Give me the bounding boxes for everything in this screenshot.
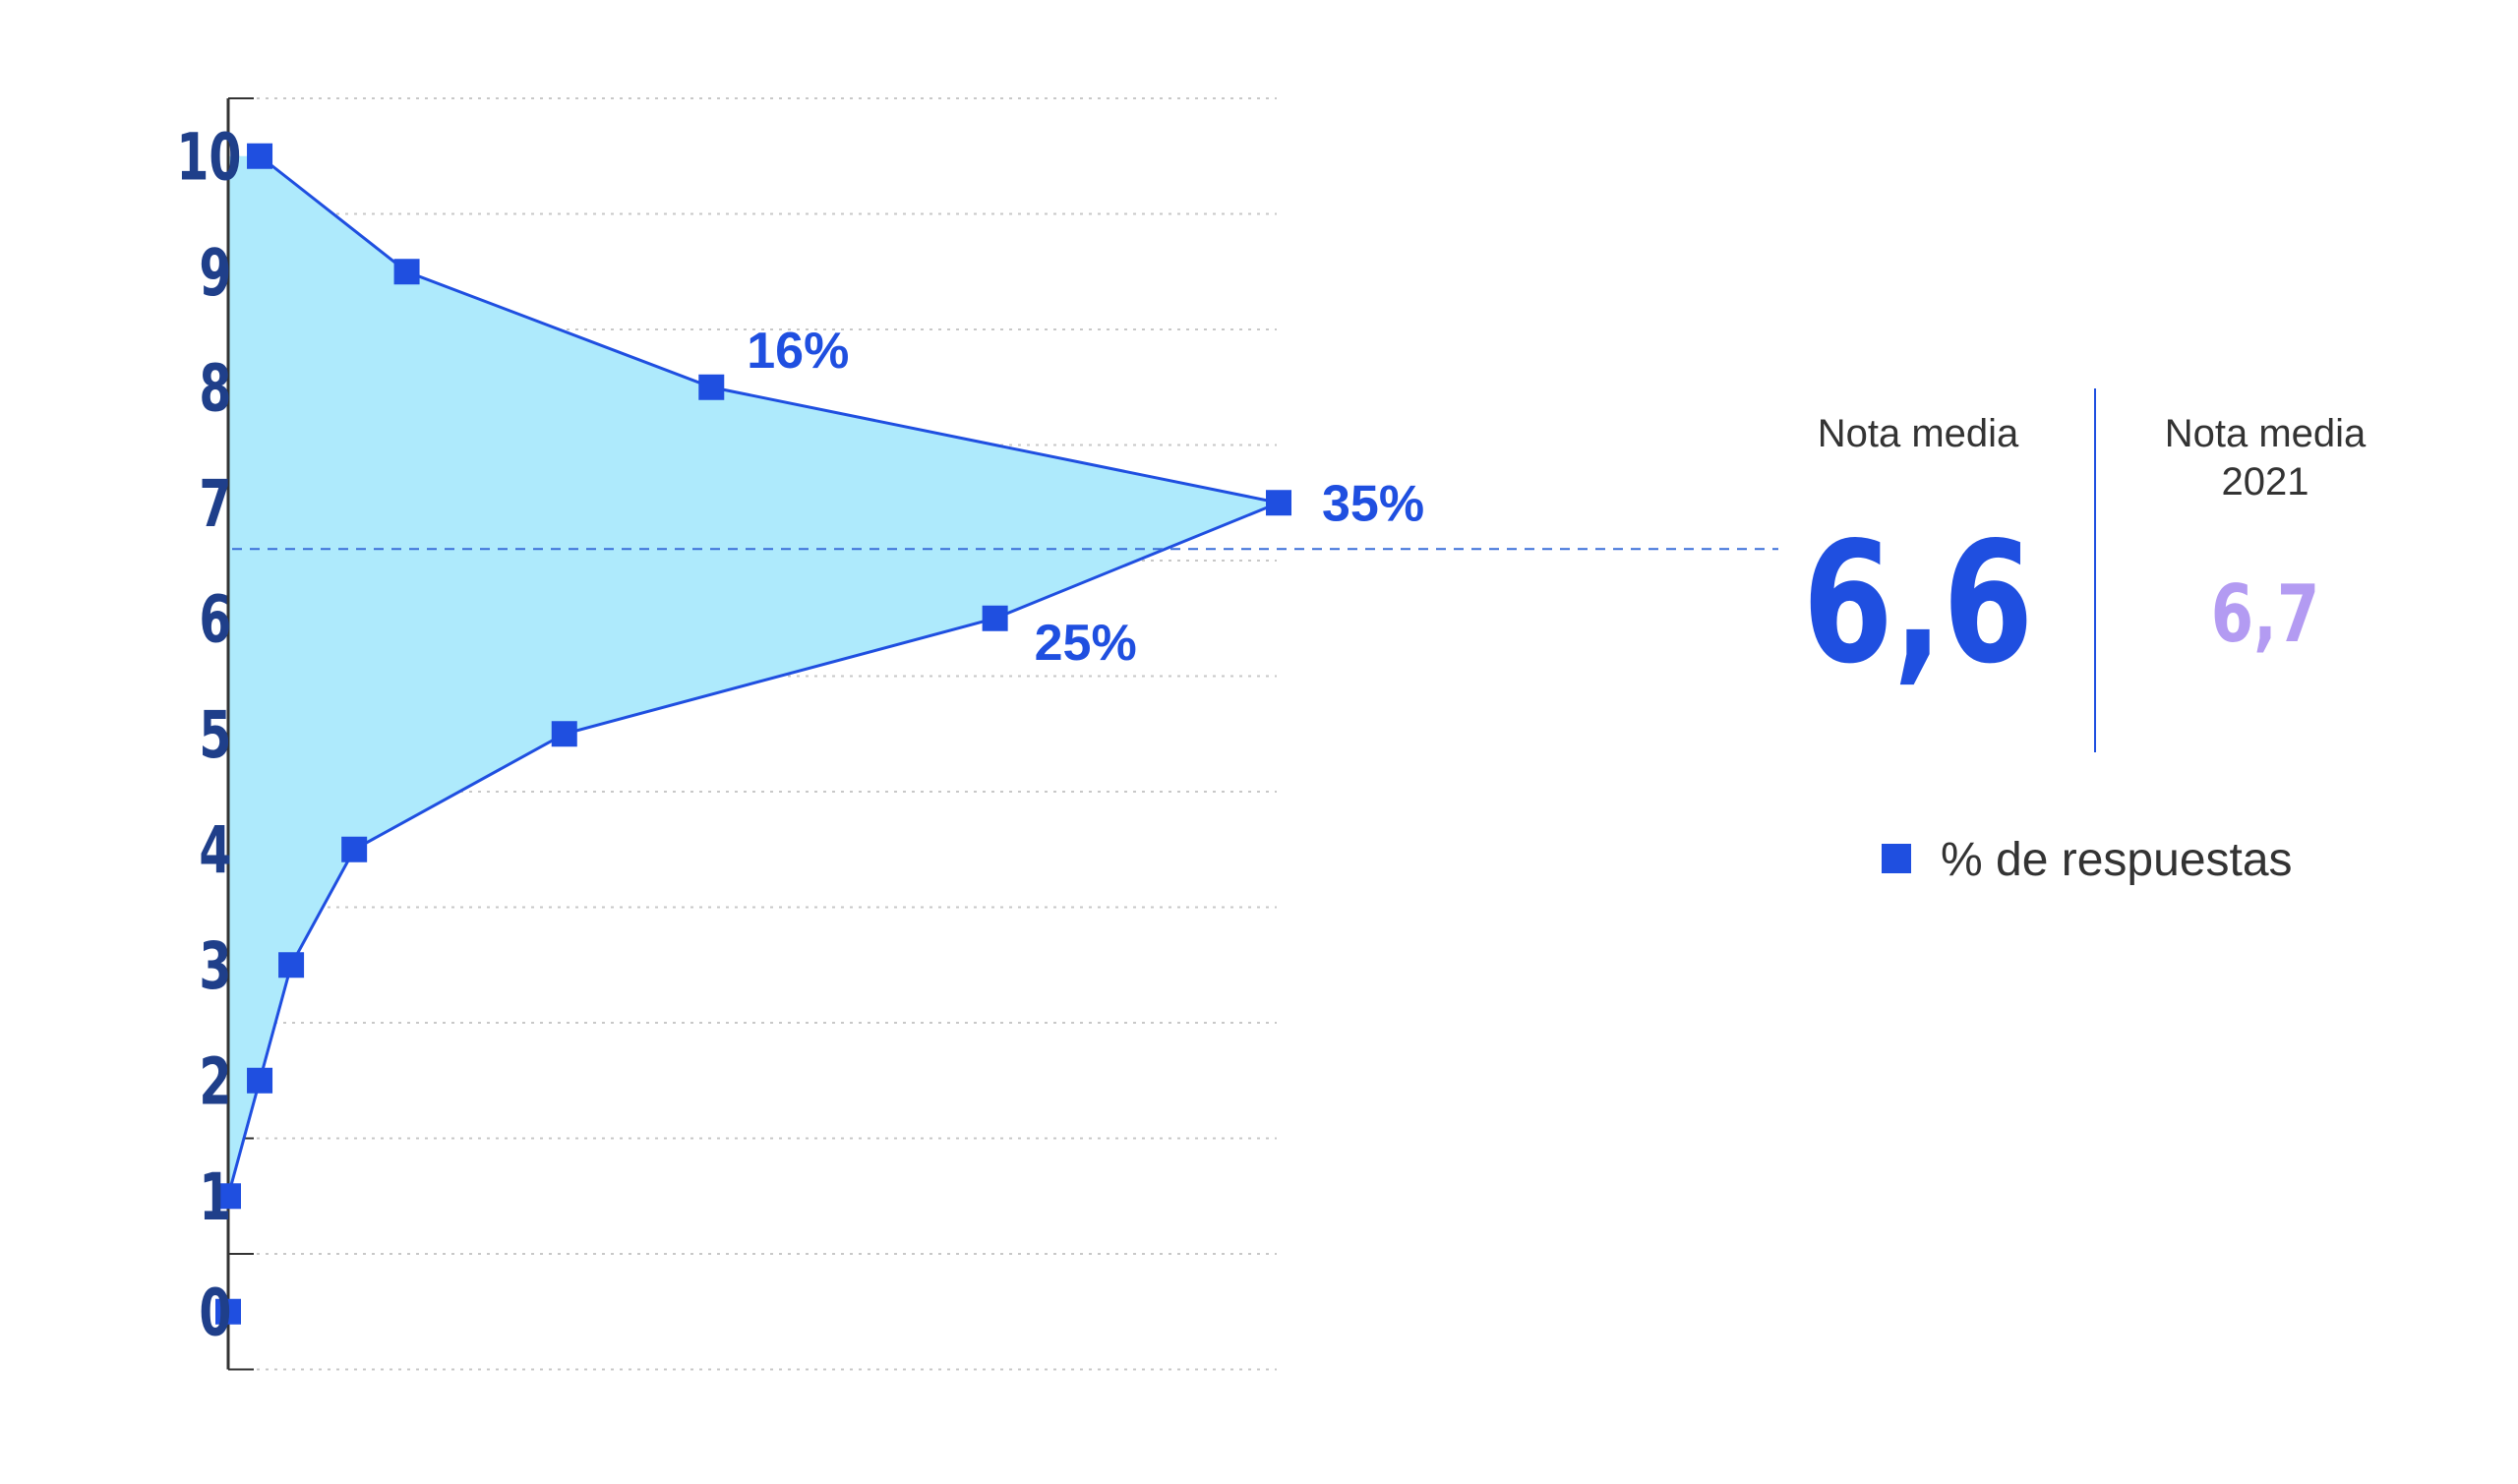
marker-2 xyxy=(247,1067,273,1094)
y-tick-label-4: 4 xyxy=(199,813,231,889)
markers xyxy=(215,143,1291,1325)
marker-5 xyxy=(551,721,577,747)
y-tick-labels: 0 1 2 3 4 5 6 7 8 9 10 xyxy=(176,120,241,1351)
data-label-7: 35% xyxy=(1322,475,1424,532)
y-tick-label-3: 3 xyxy=(199,928,231,1004)
y-tick-label-10: 10 xyxy=(176,120,241,196)
summary-panel: Nota media 6,6 Nota media 2021 6,7 xyxy=(1803,388,2367,752)
marker-7 xyxy=(1266,490,1291,516)
marker-9 xyxy=(393,259,420,285)
y-tick-label-0: 0 xyxy=(199,1276,231,1351)
y-tick-label-2: 2 xyxy=(199,1044,231,1120)
current-mean-caption: Nota media xyxy=(1818,412,2019,455)
current-mean-value: 6,6 xyxy=(1803,505,2034,700)
y-tick-label-7: 7 xyxy=(199,466,231,542)
y-tick-label-5: 5 xyxy=(199,697,231,773)
data-label-6: 25% xyxy=(1035,615,1137,672)
legend-marker xyxy=(1882,844,1911,873)
marker-10 xyxy=(247,143,273,169)
y-tick-label-8: 8 xyxy=(199,351,231,427)
y-tick-label-9: 9 xyxy=(199,235,231,311)
marker-1 xyxy=(215,1183,241,1210)
legend-label: % de respuestas xyxy=(1941,834,2293,886)
marker-8 xyxy=(698,374,725,400)
marker-4 xyxy=(341,836,368,862)
marker-3 xyxy=(278,952,305,979)
y-tick-label-1: 1 xyxy=(199,1159,231,1235)
marker-6 xyxy=(982,605,1008,631)
data-label-8: 16% xyxy=(747,323,849,380)
previous-mean-caption-line2: 2021 xyxy=(2222,460,2309,504)
data-labels: 35% 25% 16% xyxy=(747,323,1424,672)
previous-mean-caption-line1: Nota media xyxy=(2165,412,2367,455)
marker-0 xyxy=(215,1298,241,1325)
previous-mean-value: 6,7 xyxy=(2211,567,2320,660)
area-fill xyxy=(228,155,1279,1312)
y-tick-label-6: 6 xyxy=(199,582,231,658)
legend: % de respuestas xyxy=(1882,834,2293,886)
